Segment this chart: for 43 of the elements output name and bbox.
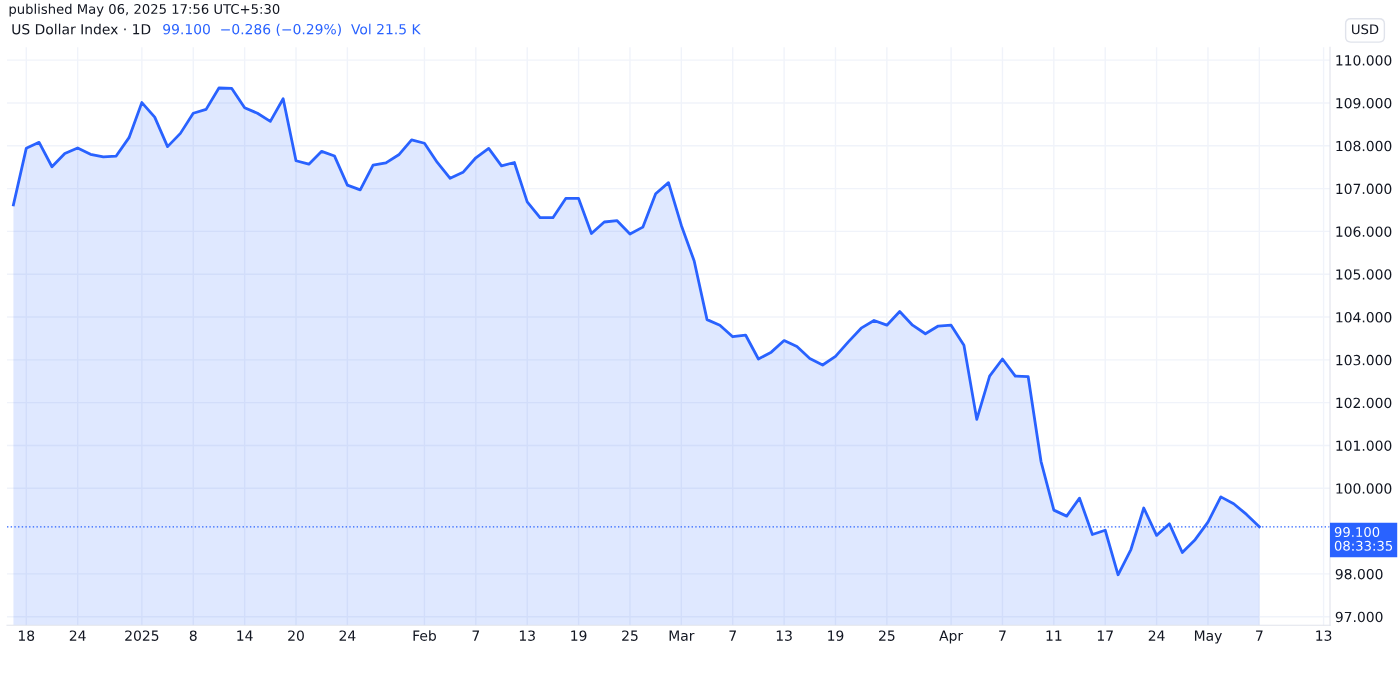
- y-tick-label: 104.000: [1336, 312, 1392, 323]
- x-tick-label: 19: [828, 630, 844, 641]
- x-tick-label: 13: [1316, 630, 1332, 641]
- x-tick-label: 13: [776, 630, 792, 641]
- y-tick-label: 110.000: [1336, 55, 1392, 66]
- y-tick-label: 106.000: [1336, 226, 1392, 237]
- x-tick-label: May: [1194, 630, 1222, 644]
- x-tick-label: Mar: [669, 630, 695, 641]
- x-tick-label: 7: [999, 630, 1006, 641]
- y-tick-label: 102.000: [1336, 397, 1392, 409]
- x-tick-label: 19: [571, 630, 587, 641]
- y-tick-label: 101.000: [1336, 440, 1392, 451]
- x-tick-label: 25: [879, 630, 895, 641]
- x-tick-label: 13: [519, 630, 535, 641]
- chart-title: US Dollar Index · 1D: [12, 23, 151, 35]
- x-tick-label: 11: [1046, 630, 1062, 641]
- x-tick-label: 24: [69, 630, 86, 641]
- x-tick-label: 7: [472, 630, 480, 641]
- x-tick-label: 25: [622, 630, 638, 641]
- x-tick-label: 24: [339, 630, 356, 641]
- chart-subtitle: 99.100 −0.286 (−0.29%) Vol 21.5 K: [163, 23, 421, 37]
- y-tick-label: 105.000: [1336, 269, 1392, 280]
- x-tick-label: Apr: [939, 630, 964, 644]
- y-tick-label: 98.000: [1335, 568, 1383, 580]
- x-tick-label: 20: [288, 630, 304, 641]
- x-tick-label: 24: [1148, 630, 1165, 641]
- x-tick-label: 8: [189, 630, 197, 641]
- x-tick-label: 17: [1097, 630, 1113, 641]
- x-tick-label: 14: [237, 630, 253, 641]
- text: USD: [1352, 24, 1379, 35]
- text: published May 06, 2025 17:56 UTC+5:30: [9, 3, 280, 17]
- y-tick-label: 100.000: [1336, 483, 1392, 494]
- x-tick-label: 7: [1256, 630, 1263, 641]
- y-tick-label: 97.000: [1335, 611, 1383, 623]
- y-tick-label: 107.000: [1336, 183, 1392, 195]
- ref-line-label: 99.100 08:33:35: [1334, 527, 1393, 551]
- x-tick-label: Feb: [413, 630, 436, 641]
- x-tick-label: 18: [18, 630, 35, 641]
- x-tick-label: 2025: [125, 630, 159, 641]
- x-tick-label: 7: [729, 630, 736, 641]
- y-tick-label: 103.000: [1336, 354, 1392, 366]
- y-tick-label: 108.000: [1336, 140, 1392, 152]
- y-tick-label: 109.000: [1336, 97, 1392, 109]
